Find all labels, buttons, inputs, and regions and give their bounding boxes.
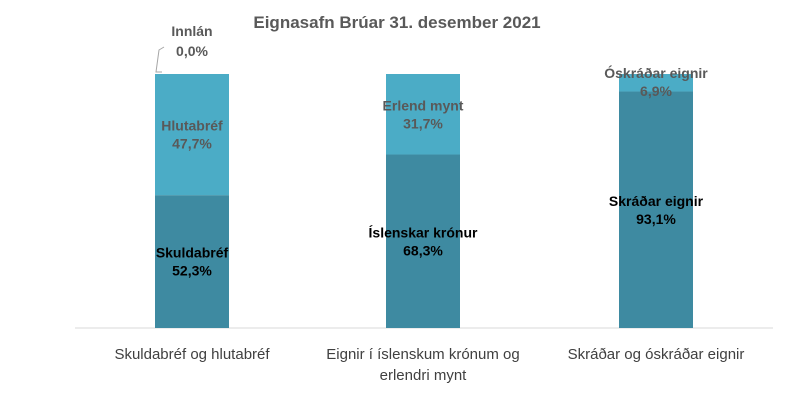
category-label: erlendri mynt [380, 367, 468, 384]
segment-name-label: Skráðar eignir [609, 193, 704, 209]
segment-name-label: Skuldabréf [156, 245, 229, 261]
segment-name-label: Erlend mynt [383, 97, 464, 113]
category-label: Eignir í íslenskum krónum og [326, 346, 519, 363]
data-labels-group: Skuldabréf 52,3% Hlutabréf 47,7% Innlán 0,0% Í… [155, 23, 708, 279]
category-label: Skráðar og óskráðar eignir [568, 346, 745, 363]
bar-segment [619, 91, 693, 328]
segment-name-label: Íslenskar krónur [369, 224, 478, 240]
segment-name-label: Óskráðar eignir [604, 64, 708, 81]
bar-segment [386, 154, 460, 328]
segment-value-label: 52,3% [172, 263, 212, 279]
category-label: Skuldabréf og hlutabréf [114, 346, 270, 363]
bars-group [155, 74, 693, 328]
chart-title: Eignasafn Brúar 31. desember 2021 [253, 13, 540, 32]
segment-value-label: 0,0% [176, 43, 208, 59]
segment-name-label: Innlán [171, 23, 212, 39]
segment-value-label: 93,1% [636, 211, 676, 227]
segment-value-label: 68,3% [403, 242, 443, 258]
callout-leader-line [155, 46, 165, 73]
bar-segment [155, 195, 229, 328]
bar-segment [155, 74, 229, 196]
segment-value-label: 47,7% [172, 136, 212, 152]
bar-segment [619, 74, 693, 92]
category-labels-group: Skuldabréf og hlutabréf Eignir í íslensku… [114, 346, 744, 384]
segment-value-label: 31,7% [403, 115, 443, 131]
segment-value-label: 6,9% [640, 83, 672, 99]
segment-name-label: Hlutabréf [161, 118, 223, 134]
bar-segment [386, 74, 460, 155]
